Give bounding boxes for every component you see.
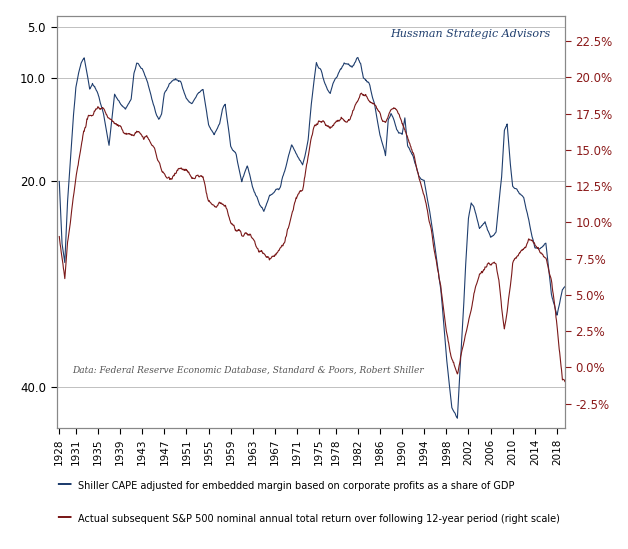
Text: —: — (57, 475, 72, 491)
Text: Actual subsequent S&P 500 nominal annual total return over following 12-year per: Actual subsequent S&P 500 nominal annual… (78, 514, 560, 524)
Text: —: — (57, 508, 72, 524)
Text: Shiller CAPE adjusted for embedded margin based on corporate profits as a share : Shiller CAPE adjusted for embedded margi… (78, 481, 515, 491)
Text: Hussman Strategic Advisors: Hussman Strategic Advisors (390, 29, 550, 39)
Text: Data: Federal Reserve Economic Database, Standard & Poors, Robert Shiller: Data: Federal Reserve Economic Database,… (72, 366, 423, 374)
